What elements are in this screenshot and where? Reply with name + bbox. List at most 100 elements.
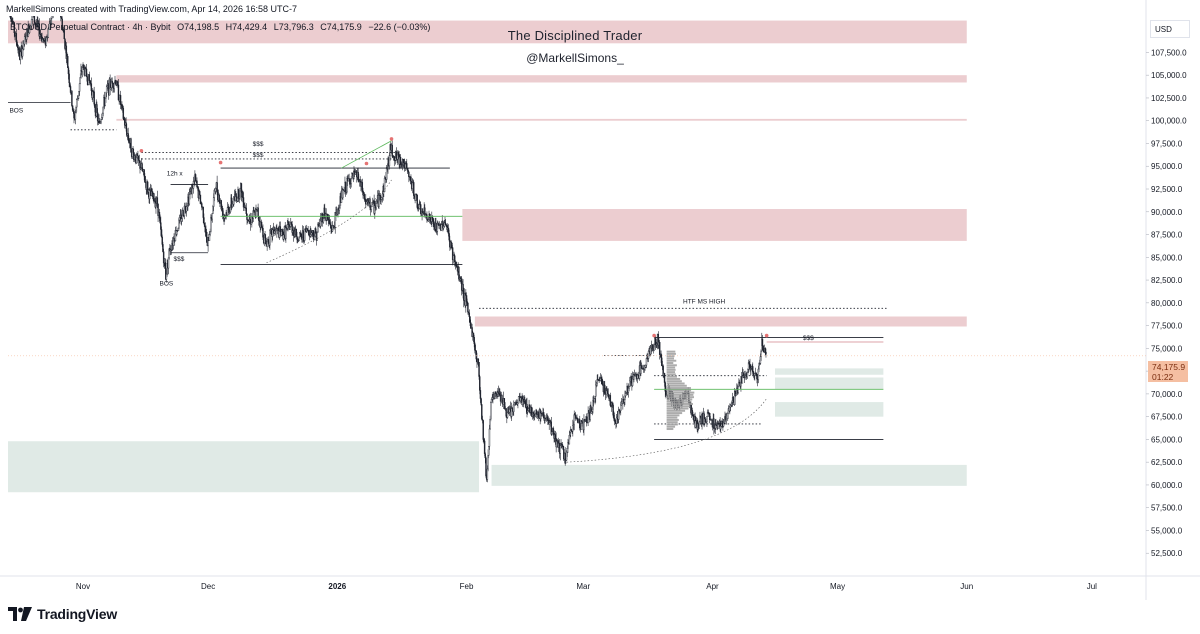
candle xyxy=(185,202,188,217)
candle xyxy=(279,221,282,233)
candle-body xyxy=(413,182,415,196)
candle-body xyxy=(104,97,106,106)
volume-bar xyxy=(666,355,675,358)
candle-body xyxy=(295,228,298,237)
y-tick-label: 90,000.0 xyxy=(1151,208,1183,217)
candle-body xyxy=(328,219,331,224)
candle xyxy=(180,209,182,225)
y-tick-label: 82,500.0 xyxy=(1151,276,1183,285)
candle-body xyxy=(665,390,667,396)
volume-bar xyxy=(666,398,693,401)
currency-button[interactable]: USD xyxy=(1150,20,1190,38)
candle-body xyxy=(615,417,618,424)
candle xyxy=(501,394,503,401)
candle-body xyxy=(93,91,95,105)
candle xyxy=(295,228,298,237)
candle-body xyxy=(55,0,56,1)
candle-body xyxy=(485,457,487,477)
candle-body xyxy=(735,393,737,396)
candle xyxy=(717,420,719,429)
candle-body xyxy=(754,373,756,376)
candle-body xyxy=(350,178,352,185)
candle xyxy=(451,242,454,266)
candle xyxy=(344,181,347,197)
candle xyxy=(317,222,319,234)
last-price-tag: 74,175.9 01:22 xyxy=(1148,361,1188,382)
volume-bar xyxy=(666,396,695,399)
candle-body xyxy=(489,418,491,430)
candle xyxy=(84,65,86,77)
candle-body xyxy=(652,344,654,349)
candle-body xyxy=(180,218,183,222)
y-tick-label: 62,500.0 xyxy=(1151,458,1183,467)
watermark-title: The Disciplined Trader xyxy=(507,28,643,43)
candle-body xyxy=(302,230,304,238)
candle-body xyxy=(720,426,722,430)
volume-bar xyxy=(666,352,676,355)
candle-body xyxy=(98,118,100,123)
candle xyxy=(276,223,278,238)
candle-body xyxy=(59,0,60,3)
candle-body xyxy=(105,86,108,94)
candle-body xyxy=(381,193,384,198)
volume-bar xyxy=(666,377,681,380)
candle-body xyxy=(466,301,468,304)
supply-zone xyxy=(766,341,884,343)
candle-body xyxy=(559,445,562,454)
high-marker xyxy=(764,333,769,338)
high-marker xyxy=(139,148,144,153)
candle-body xyxy=(139,160,141,169)
candle-body xyxy=(162,244,164,252)
candle xyxy=(506,407,509,419)
candle xyxy=(645,364,647,369)
candle-body xyxy=(440,224,443,231)
candle-body xyxy=(547,418,549,421)
candle xyxy=(411,178,414,194)
candle-body xyxy=(137,155,140,161)
y-tick-label: 80,000.0 xyxy=(1151,299,1183,308)
candle-body xyxy=(503,398,505,403)
candle-body xyxy=(182,210,184,216)
volume-bar xyxy=(666,405,691,408)
candle xyxy=(342,186,344,200)
candle xyxy=(139,160,141,174)
volume-bar xyxy=(666,350,676,353)
candle-body xyxy=(573,414,575,426)
candle-body xyxy=(203,223,206,227)
candle-body xyxy=(250,221,252,225)
candle xyxy=(580,419,582,430)
candle-body xyxy=(156,197,159,205)
candle-body xyxy=(624,395,626,401)
candle-body xyxy=(90,83,93,91)
candle xyxy=(526,397,528,418)
candle-body xyxy=(281,229,284,232)
candle xyxy=(691,407,694,417)
y-tick-label: 67,500.0 xyxy=(1151,413,1183,422)
candle-body xyxy=(432,219,434,224)
tradingview-branding[interactable]: TradingView xyxy=(8,606,117,622)
candle-body xyxy=(85,68,88,77)
candle-body xyxy=(134,155,136,160)
candle-body xyxy=(130,138,132,153)
candle xyxy=(570,426,572,438)
candle-body xyxy=(706,416,708,423)
candle-body xyxy=(127,133,129,139)
candle-body xyxy=(474,343,476,351)
candle-body xyxy=(296,236,298,240)
symbol-legend[interactable]: BTCUSD Perpetual Contract · 4h · Bybit O… xyxy=(10,22,434,32)
candle-body xyxy=(117,84,120,101)
candle-body xyxy=(527,408,530,411)
candle xyxy=(249,212,252,231)
candle-body xyxy=(77,95,79,99)
volume-bar xyxy=(666,428,674,431)
y-tick-label: 107,500.0 xyxy=(1151,48,1187,57)
candle xyxy=(706,416,708,427)
candle-body xyxy=(60,17,63,20)
candle xyxy=(246,213,248,225)
candle-body xyxy=(469,316,471,323)
candle-body xyxy=(269,230,271,246)
candle xyxy=(474,341,476,354)
candle-body xyxy=(153,193,155,202)
candle xyxy=(508,405,511,416)
